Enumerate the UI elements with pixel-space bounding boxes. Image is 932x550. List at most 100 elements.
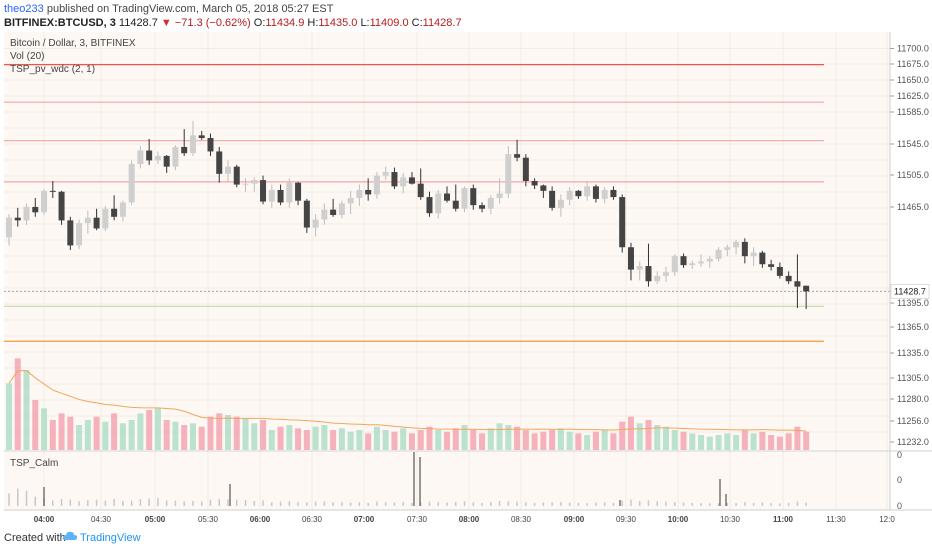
candle	[487, 195, 494, 215]
volume-bar	[724, 433, 731, 450]
candle	[23, 203, 30, 225]
volume-bar	[32, 400, 39, 450]
volume-bar	[689, 433, 696, 450]
price-tick-label: 11700.0	[897, 44, 929, 54]
price-chart[interactable]: 11700.0 11675.0 11650.0 11625.0 11585.0 11545…	[0, 32, 932, 524]
time-tick-label: 05:30	[198, 515, 219, 524]
tradingview-link[interactable]: TradingView	[80, 532, 141, 544]
time-tick-label: 08:30	[511, 515, 532, 524]
candle	[417, 168, 424, 200]
legend-vol: Vol (20)	[10, 51, 44, 62]
price-tick-label: 11305.0	[897, 373, 929, 383]
price-tick-label: 11650.0	[897, 75, 929, 85]
volume-bar	[575, 433, 582, 450]
volume-bar	[76, 425, 83, 450]
candle	[181, 129, 188, 156]
main-pane-bg	[4, 32, 890, 450]
candle	[207, 133, 214, 156]
candle	[470, 184, 477, 210]
candle-body	[163, 155, 170, 167]
candle-body	[268, 189, 275, 202]
price-tick-label: 11395.0	[897, 298, 929, 308]
volume-bars	[6, 358, 810, 450]
last-price-box	[890, 284, 930, 299]
candle	[514, 139, 521, 162]
candle	[776, 262, 783, 279]
candle-body	[373, 175, 380, 195]
candle	[636, 261, 643, 281]
volume-bar	[225, 415, 231, 450]
volume-bar	[242, 418, 249, 450]
volume-bar	[67, 416, 74, 450]
candle	[338, 200, 345, 219]
candle	[49, 180, 56, 198]
volume-bar	[14, 358, 21, 450]
candle-body	[794, 281, 801, 287]
candle	[102, 206, 109, 232]
price-tick-label: 11232.0	[897, 437, 929, 447]
volume-bar	[365, 433, 372, 450]
last-price-label: 11428.7	[890, 284, 930, 299]
volume-bar	[58, 413, 65, 450]
price-axis[interactable]: 11700.0 11675.0 11650.0 11625.0 11585.0 11545…	[890, 44, 930, 512]
time-axis[interactable]: 04:00 04:30 05:00 05:30 06:00 06:30 07:00 07:30…	[34, 515, 896, 524]
volume-bar	[531, 433, 538, 450]
time-tick-label: 05:00	[145, 515, 166, 524]
candle-body	[452, 200, 459, 209]
close-label: C:	[411, 17, 423, 29]
symbol-label: BITFINEX:BTCUSD, 3	[4, 17, 116, 29]
volume-bar	[750, 433, 757, 450]
candle	[522, 154, 529, 187]
time-tick-label: 04:30	[91, 515, 112, 524]
volume-bar	[549, 430, 556, 450]
candle	[715, 247, 722, 262]
volume-bar	[435, 430, 442, 450]
candle	[540, 184, 547, 198]
volume-bar	[321, 425, 328, 450]
candle-body	[225, 166, 231, 174]
candle	[654, 271, 661, 284]
candle-body	[417, 183, 424, 198]
candle-body	[128, 163, 135, 203]
candle-body	[627, 247, 634, 270]
candle	[277, 184, 284, 206]
candle-body	[6, 217, 12, 238]
candle	[496, 178, 503, 204]
volume-bar	[84, 420, 91, 450]
candle-body	[698, 261, 705, 264]
candle	[111, 195, 118, 221]
candle-body	[347, 197, 354, 204]
candle-body	[741, 241, 748, 257]
time-tick-label: 07:30	[407, 515, 428, 524]
candle	[689, 260, 696, 269]
candle-body	[382, 172, 389, 176]
candle	[128, 160, 135, 206]
volume-bar	[768, 435, 775, 450]
candle-body	[330, 209, 337, 216]
candle-body	[435, 193, 442, 214]
volume-bar	[373, 426, 380, 450]
volume-bar	[636, 423, 643, 450]
author-link[interactable]: theo233	[4, 3, 44, 15]
candle	[67, 216, 74, 250]
candle-body	[356, 189, 363, 198]
candle-body	[172, 146, 179, 167]
candle	[610, 186, 617, 200]
volume-bar	[470, 430, 477, 450]
candle	[505, 146, 512, 198]
candle-body	[312, 219, 319, 228]
candle-body	[216, 151, 223, 174]
candle	[347, 190, 354, 215]
candle	[365, 178, 372, 201]
volume-bar	[671, 430, 678, 450]
volume-bar	[128, 420, 135, 450]
volume-bar	[172, 421, 179, 450]
time-tick-label: 10:30	[720, 515, 741, 524]
change-value: −71.3 (−0.62%)	[174, 17, 251, 29]
high-value: 11435.0	[318, 17, 358, 29]
down-arrow-icon: ▼	[160, 17, 172, 29]
volume-bar	[400, 428, 407, 450]
publish-line: theo233 published on TradingView.com, Ma…	[4, 3, 333, 15]
tradingview-cloud-icon	[62, 531, 78, 540]
candle-body	[733, 241, 740, 248]
